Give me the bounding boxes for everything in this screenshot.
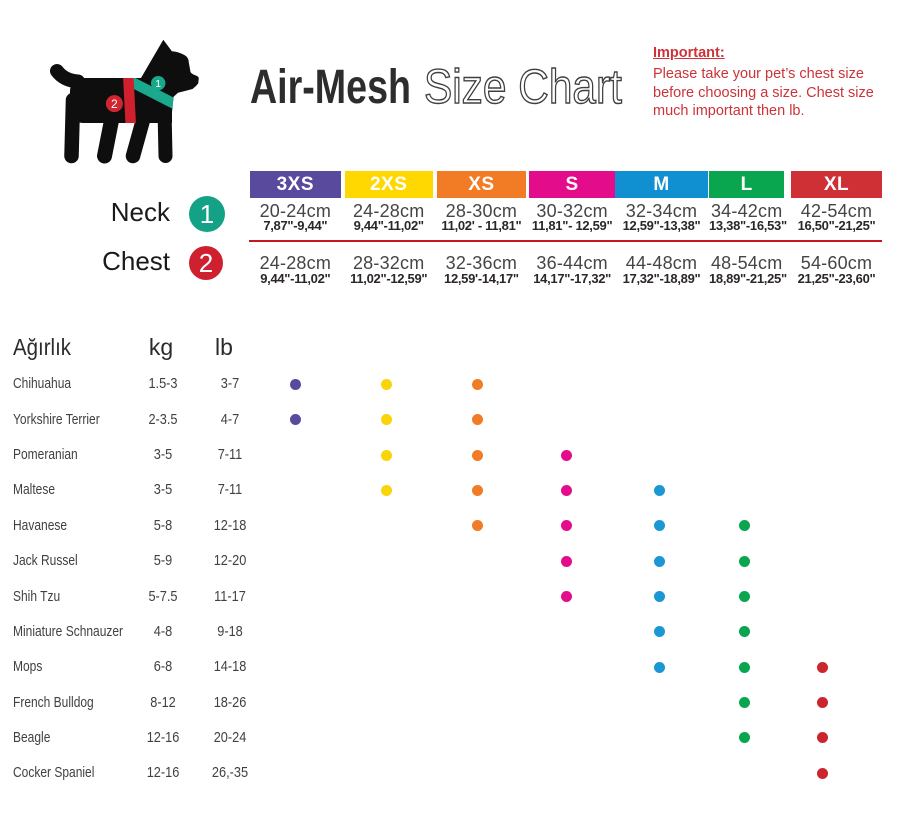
svg-text:2: 2 (111, 97, 118, 111)
svg-text:1: 1 (155, 78, 161, 90)
